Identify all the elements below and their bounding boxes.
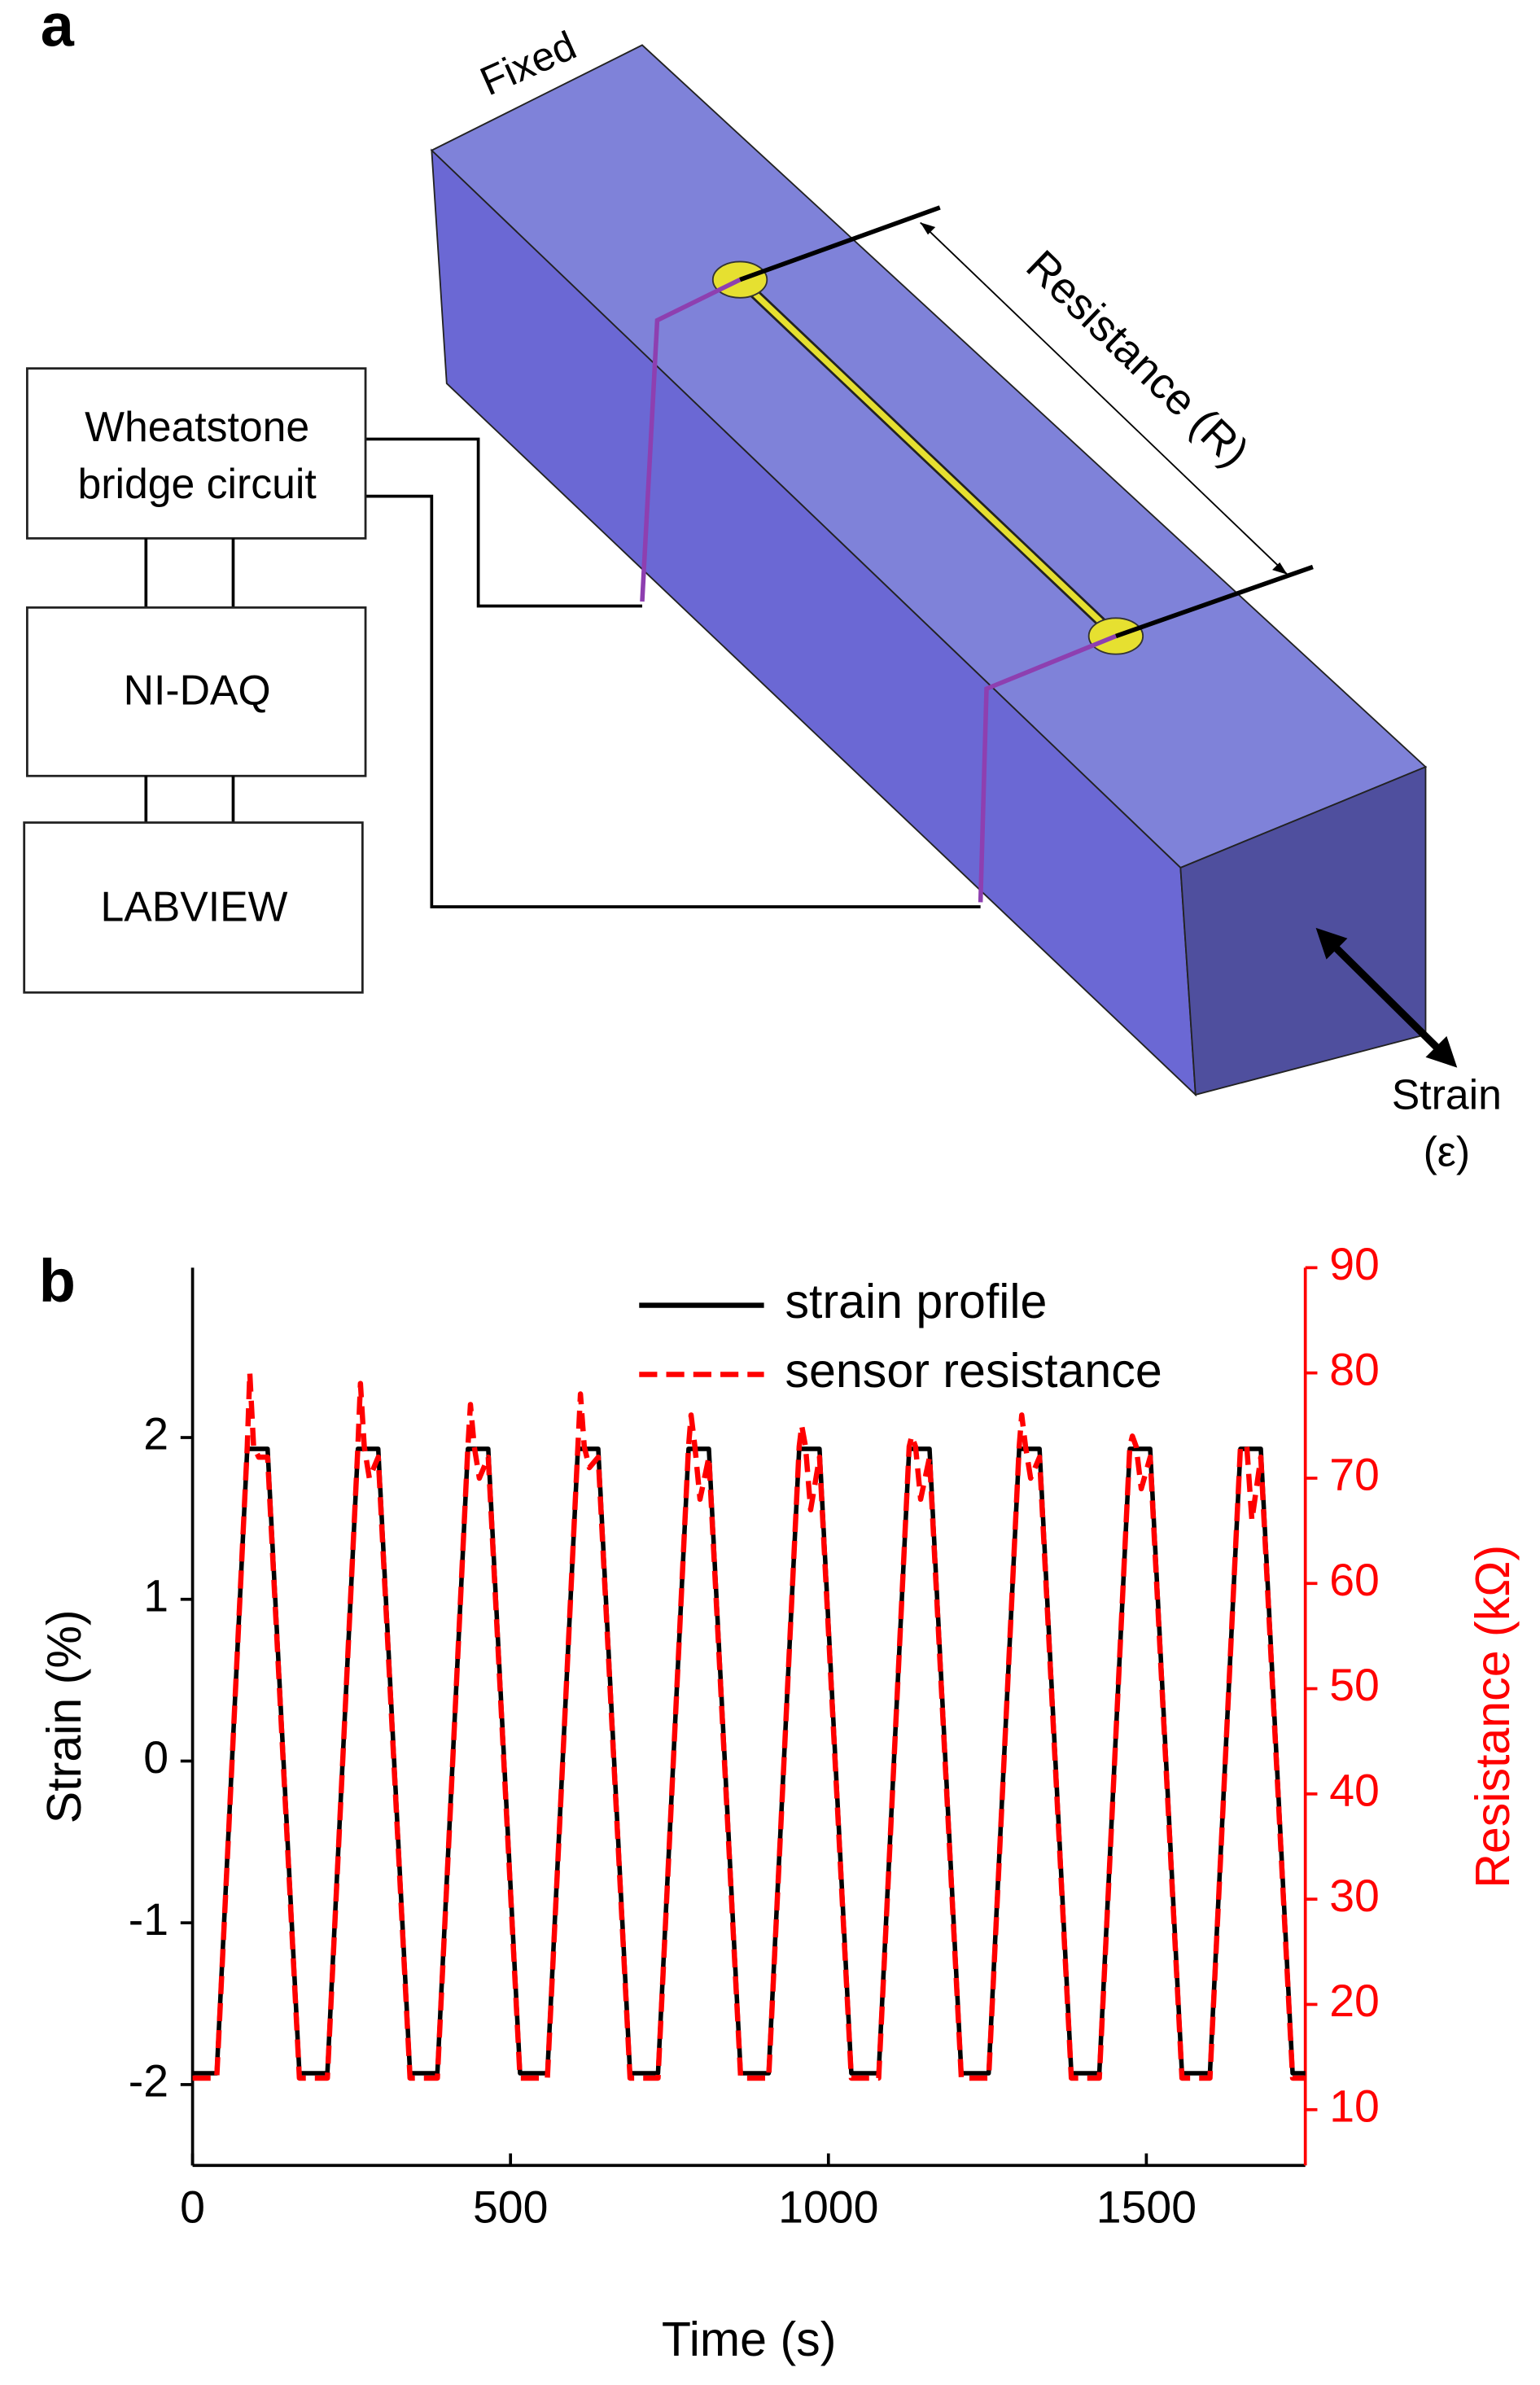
- series-line: [192, 1446, 1306, 2076]
- labview-label: LABVIEW: [100, 882, 287, 930]
- legend-label: sensor resistance: [785, 1343, 1162, 1398]
- bridge-label: bridge circuit: [78, 460, 317, 507]
- y-tick-label: -1: [129, 1894, 168, 1945]
- y2-tick-label: 90: [1329, 1239, 1380, 1289]
- panel-b: b 0 500 1000 1500 -2 -1 0 1 2 10 20 30 40 50 60 70 80 90 T…: [37, 1239, 1520, 2366]
- panel-label: b: [39, 1247, 76, 1315]
- dimension-line: [920, 221, 1288, 575]
- y2-tick-label: 30: [1329, 1871, 1380, 1921]
- labview-box: [23, 821, 364, 994]
- y-tick-label: 1: [143, 1570, 168, 1621]
- wire: [365, 437, 642, 608]
- bridge-label: Wheatstone: [85, 403, 309, 450]
- arrowhead: [920, 222, 936, 235]
- arrowhead: [1272, 562, 1288, 575]
- y2-tick-label: 60: [1329, 1555, 1380, 1605]
- y-tick-label: 2: [143, 1409, 168, 1459]
- daq-box: [25, 606, 367, 777]
- daq-label: NI-DAQ: [124, 666, 271, 713]
- y2-tick-label: 20: [1329, 1976, 1380, 2026]
- y2-tick-label: 70: [1329, 1450, 1380, 1500]
- y-tick-label: -2: [129, 2056, 168, 2107]
- x-tick-label: 1500: [1096, 2182, 1197, 2232]
- strain-label: (ε): [1424, 1127, 1471, 1175]
- lead: [739, 205, 941, 282]
- arrowhead: [1315, 927, 1348, 960]
- sensor: [737, 277, 1118, 639]
- lead: [1114, 564, 1314, 639]
- x-tick-label: 500: [473, 2182, 548, 2232]
- bridge-box: [25, 367, 367, 540]
- y2-axis-label: Resistance (kΩ): [1465, 1545, 1520, 1888]
- strain-label: Strain: [1392, 1070, 1502, 1118]
- strain-arrow: [1326, 939, 1446, 1057]
- arrowhead: [1425, 1035, 1458, 1068]
- y-axis-label: Strain (%): [37, 1609, 91, 1823]
- panel-label: a: [41, 0, 75, 59]
- x-tick-label: 1000: [778, 2182, 878, 2232]
- y2-tick-label: 40: [1329, 1765, 1380, 1815]
- legend-label: strain profile: [785, 1274, 1047, 1328]
- wire: [365, 494, 981, 908]
- y2-tick-label: 50: [1329, 1660, 1380, 1710]
- y2-tick-label: 10: [1329, 2081, 1380, 2131]
- series-line: [192, 1370, 1306, 2081]
- y2-tick-label: 80: [1329, 1344, 1380, 1394]
- x-tick-label: 0: [180, 2182, 205, 2232]
- y-tick-label: 0: [143, 1732, 168, 1783]
- wire: [640, 278, 742, 602]
- panel-a: a Fixed Resistance (R) Wheatstone bridge…: [23, 0, 1502, 1175]
- wire: [978, 633, 1117, 903]
- x-axis-label: Time (s): [662, 2312, 837, 2366]
